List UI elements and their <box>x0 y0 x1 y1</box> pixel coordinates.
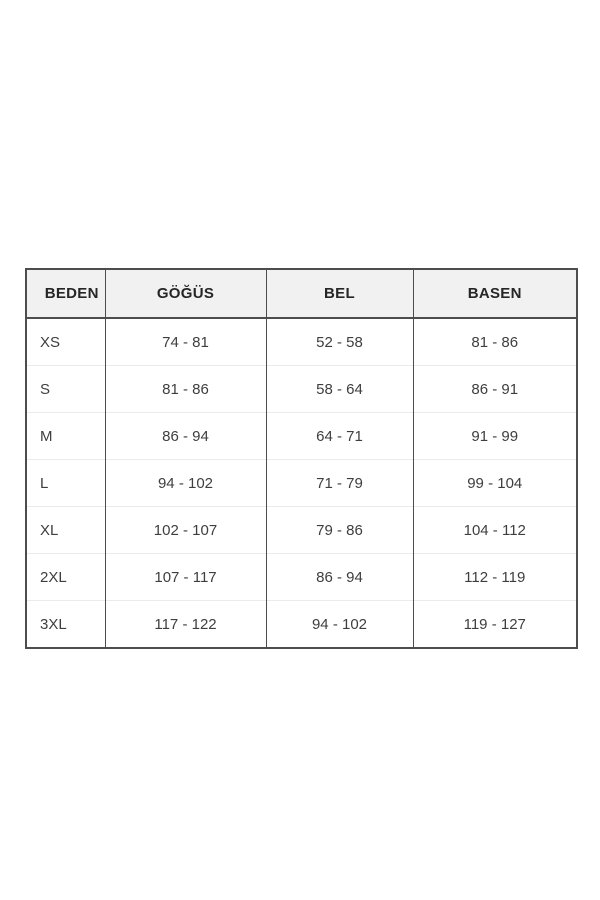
size-label-cell: 3XL <box>25 600 106 648</box>
hip-range-cell: 99 - 104 <box>412 459 578 507</box>
column-header-gogus: GÖĞÜS <box>104 269 267 319</box>
chest-range-cell: 86 - 94 <box>104 412 267 460</box>
table-row: M 86 - 94 64 - 71 91 - 99 <box>25 412 578 460</box>
waist-range-cell: 52 - 58 <box>265 317 414 366</box>
chest-range-cell: 117 - 122 <box>104 600 267 648</box>
waist-range-cell: 58 - 64 <box>265 365 414 413</box>
chest-range-cell: 74 - 81 <box>104 317 267 366</box>
waist-range-cell: 71 - 79 <box>265 459 414 507</box>
hip-range-cell: 81 - 86 <box>412 317 578 366</box>
column-header-basen: BASEN <box>412 269 578 319</box>
hip-range-cell: 104 - 112 <box>412 506 578 554</box>
table-row: S 81 - 86 58 - 64 86 - 91 <box>25 365 578 413</box>
header-row: BEDEN GÖĞÜS BEL BASEN <box>25 269 578 319</box>
table-row: 3XL 117 - 122 94 - 102 119 - 127 <box>25 600 578 648</box>
chest-range-cell: 81 - 86 <box>104 365 267 413</box>
waist-range-cell: 94 - 102 <box>265 600 414 648</box>
hip-range-cell: 91 - 99 <box>412 412 578 460</box>
chest-range-cell: 94 - 102 <box>104 459 267 507</box>
table-row: 2XL 107 - 117 86 - 94 112 - 119 <box>25 553 578 601</box>
size-label-cell: XL <box>25 506 106 554</box>
size-label-cell: XS <box>25 317 106 366</box>
table-row: XS 74 - 81 52 - 58 81 - 86 <box>25 317 578 366</box>
table-row: L 94 - 102 71 - 79 99 - 104 <box>25 459 578 507</box>
size-chart-table: BEDEN GÖĞÜS BEL BASEN XS 74 - 81 52 - 58… <box>25 268 578 649</box>
hip-range-cell: 119 - 127 <box>412 600 578 648</box>
size-label-cell: L <box>25 459 106 507</box>
chest-range-cell: 102 - 107 <box>104 506 267 554</box>
chest-range-cell: 107 - 117 <box>104 553 267 601</box>
waist-range-cell: 79 - 86 <box>265 506 414 554</box>
column-header-beden: BEDEN <box>25 269 106 319</box>
size-label-cell: S <box>25 365 106 413</box>
waist-range-cell: 64 - 71 <box>265 412 414 460</box>
size-label-cell: 2XL <box>25 553 106 601</box>
table-row: XL 102 - 107 79 - 86 104 - 112 <box>25 506 578 554</box>
hip-range-cell: 112 - 119 <box>412 553 578 601</box>
hip-range-cell: 86 - 91 <box>412 365 578 413</box>
size-label-cell: M <box>25 412 106 460</box>
waist-range-cell: 86 - 94 <box>265 553 414 601</box>
column-header-bel: BEL <box>265 269 414 319</box>
